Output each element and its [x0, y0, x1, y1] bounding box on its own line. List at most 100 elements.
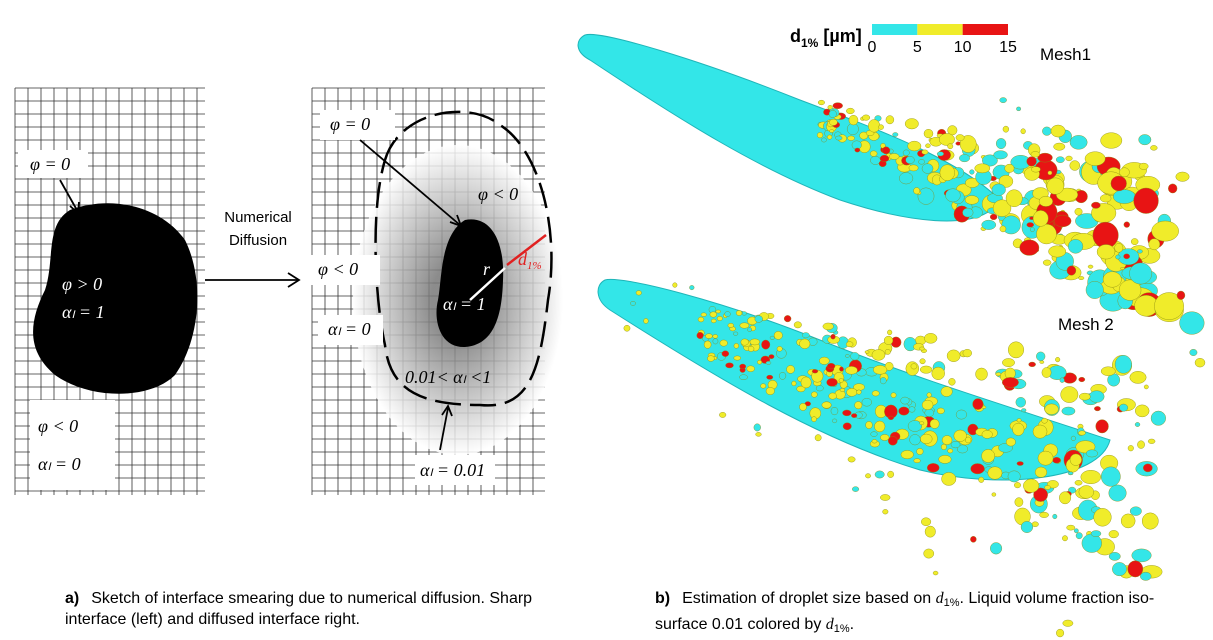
droplet: [1049, 246, 1066, 257]
droplet: [722, 351, 729, 357]
droplet: [817, 132, 823, 138]
droplet: [1082, 534, 1102, 553]
droplet: [962, 208, 973, 217]
droplet: [870, 151, 877, 157]
droplet: [868, 119, 880, 132]
droplet: [1027, 157, 1037, 167]
droplet: [918, 188, 934, 205]
caption-text: Sketch of interface smearing due to nume…: [65, 590, 532, 628]
droplet: [624, 325, 630, 331]
droplet: [1132, 549, 1152, 562]
droplet: [1014, 482, 1020, 488]
droplet: [823, 323, 834, 330]
droplet: [739, 375, 747, 380]
droplet: [872, 391, 879, 396]
droplet: [747, 366, 755, 372]
droplet: [1048, 171, 1052, 175]
label: αₗ = 1: [443, 294, 486, 314]
droplet: [698, 317, 704, 322]
droplet: [1068, 239, 1083, 253]
droplet: [1143, 464, 1152, 472]
droplet: [1129, 263, 1151, 284]
droplet: [965, 196, 979, 205]
droplet: [914, 459, 921, 463]
droplet: [1021, 129, 1026, 134]
droplet: [1089, 391, 1104, 403]
droplet: [1152, 221, 1179, 241]
droplet: [767, 375, 773, 379]
droplet: [1079, 393, 1090, 400]
droplet: [862, 115, 870, 121]
label: 1%: [527, 260, 542, 272]
droplet: [1096, 420, 1109, 433]
droplet: [846, 108, 854, 114]
droplet: [713, 339, 718, 344]
droplet: [925, 526, 935, 537]
droplet: [1042, 367, 1051, 377]
droplet: [908, 420, 922, 431]
droplet: [1036, 352, 1045, 361]
droplet: [1130, 371, 1146, 383]
droplet: [855, 402, 862, 409]
droplet: [1111, 176, 1127, 191]
droplet: [1101, 467, 1120, 487]
droplet: [910, 434, 921, 445]
droplet: [1124, 222, 1130, 228]
droplet: [948, 449, 953, 453]
droplet: [851, 414, 857, 418]
droplet: [734, 343, 739, 348]
droplet: [821, 138, 826, 142]
droplet: [888, 436, 897, 445]
droplet: [822, 402, 831, 408]
droplet: [1079, 377, 1085, 382]
droplet: [1033, 425, 1047, 438]
droplet: [1130, 507, 1141, 516]
droplet: [1128, 445, 1134, 451]
droplet: [1103, 272, 1121, 288]
droplet: [925, 144, 930, 148]
droplet: [705, 334, 712, 339]
droplet: [1094, 508, 1112, 526]
droplet: [975, 164, 990, 173]
colorbar-tick-label: 10: [954, 39, 972, 56]
droplet: [848, 136, 855, 141]
label: φ = 0: [30, 154, 70, 174]
droplet: [903, 150, 909, 156]
droplet: [883, 509, 889, 514]
droplet: [1109, 530, 1119, 538]
droplet: [1150, 145, 1157, 150]
droplet: [716, 310, 721, 313]
droplet: [973, 399, 984, 410]
droplet: [921, 518, 931, 526]
droplet: [922, 400, 933, 410]
jet-core: [578, 34, 1000, 221]
label: αₗ = 0: [328, 319, 371, 339]
droplet: [862, 398, 872, 406]
droplet: [754, 424, 761, 431]
droplet: [1139, 163, 1148, 169]
droplet: [1151, 411, 1166, 425]
droplet: [914, 187, 920, 194]
droplet: [1115, 355, 1132, 373]
droplet: [1055, 357, 1060, 362]
droplet: [933, 571, 938, 575]
droplet: [922, 150, 928, 155]
droplet: [792, 381, 797, 386]
droplet: [1053, 514, 1057, 519]
droplet: [774, 331, 782, 339]
droplet: [1091, 530, 1101, 536]
droplet: [919, 347, 924, 350]
droplet: [1044, 485, 1050, 489]
droplet: [829, 393, 837, 399]
droplet: [920, 366, 932, 373]
droplet: [1116, 255, 1121, 259]
droplet: [704, 341, 711, 349]
droplet: [1030, 227, 1034, 232]
droplet: [1120, 168, 1130, 177]
droplet: [992, 184, 1006, 196]
droplet: [756, 432, 762, 436]
droplet: [736, 310, 742, 315]
droplet: [880, 155, 889, 162]
droplet: [1045, 404, 1059, 415]
droplet: [852, 487, 859, 492]
